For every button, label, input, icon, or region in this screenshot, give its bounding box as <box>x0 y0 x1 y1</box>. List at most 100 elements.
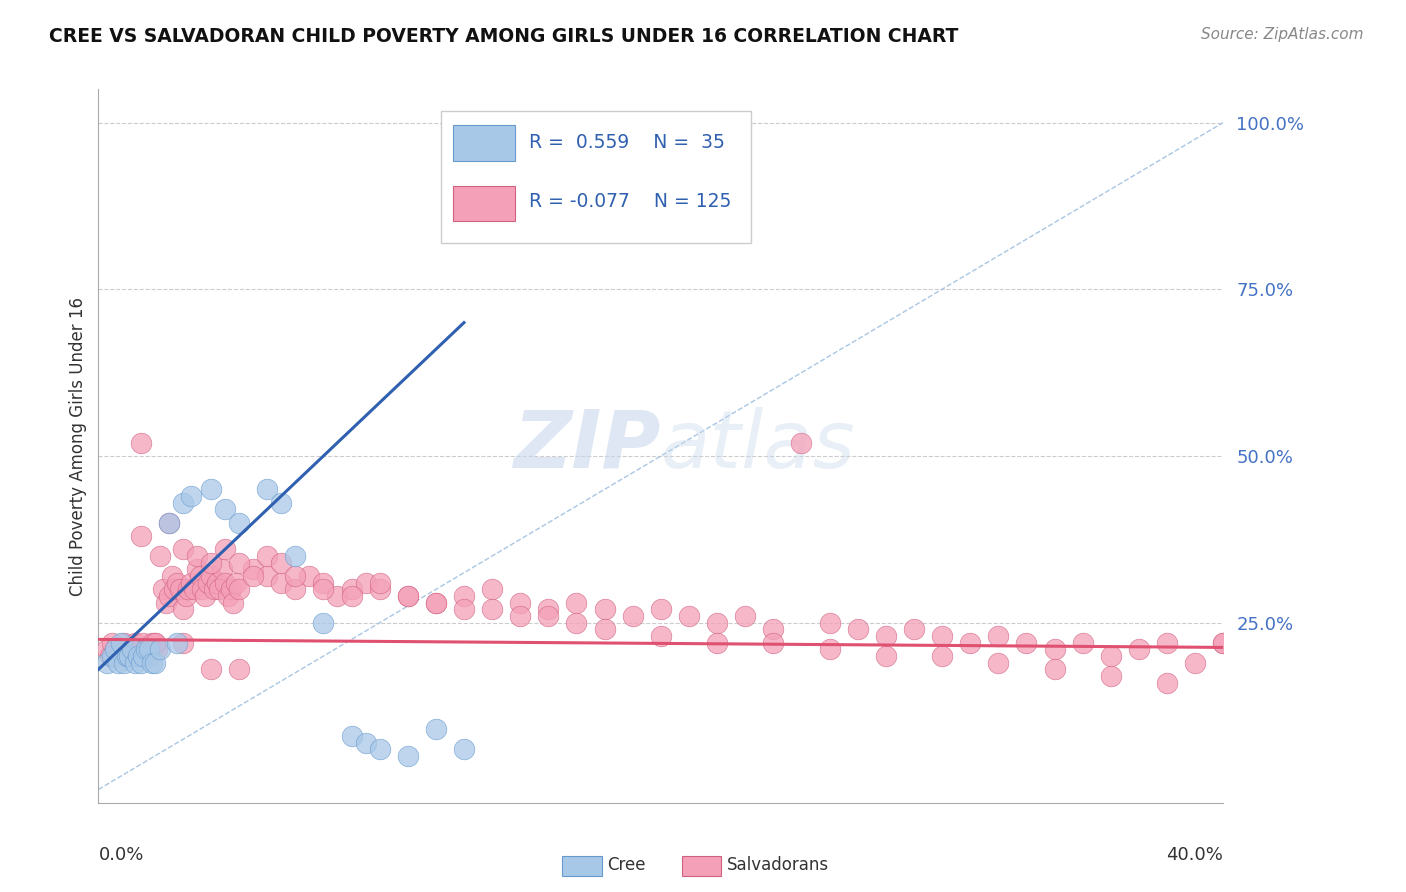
Point <box>172 496 194 510</box>
Point <box>121 642 143 657</box>
Point <box>509 596 531 610</box>
Point <box>214 502 236 516</box>
Point <box>135 642 157 657</box>
Point <box>931 649 953 664</box>
Point <box>149 549 172 563</box>
Point <box>200 662 222 676</box>
Point <box>425 596 447 610</box>
Point <box>101 636 124 650</box>
Point <box>124 636 146 650</box>
Point <box>112 656 135 670</box>
Point <box>155 596 177 610</box>
Point <box>537 609 560 624</box>
FancyBboxPatch shape <box>453 125 515 161</box>
Point <box>453 742 475 756</box>
Point <box>425 723 447 737</box>
Point <box>143 656 166 670</box>
Point <box>110 642 132 657</box>
Point <box>1212 636 1234 650</box>
Point <box>115 649 138 664</box>
Point <box>706 615 728 630</box>
Point <box>242 562 264 576</box>
Point <box>157 516 180 530</box>
Point <box>326 589 349 603</box>
Point <box>1099 669 1122 683</box>
Point <box>537 602 560 616</box>
Point <box>200 556 222 570</box>
FancyBboxPatch shape <box>453 186 515 221</box>
Point <box>875 629 897 643</box>
Point <box>593 602 616 616</box>
Text: 0.0%: 0.0% <box>98 846 143 863</box>
Point <box>124 656 146 670</box>
Text: CREE VS SALVADORAN CHILD POVERTY AMONG GIRLS UNDER 16 CORRELATION CHART: CREE VS SALVADORAN CHILD POVERTY AMONG G… <box>49 27 959 45</box>
Point <box>256 549 278 563</box>
Point <box>734 609 756 624</box>
Point <box>104 642 127 657</box>
Point <box>762 623 785 637</box>
Point <box>225 575 247 590</box>
Point <box>107 649 129 664</box>
Point <box>202 582 225 597</box>
Point <box>340 582 363 597</box>
Point <box>135 642 157 657</box>
Point <box>270 496 292 510</box>
Point <box>368 582 391 597</box>
Point <box>790 435 813 450</box>
Point <box>565 615 588 630</box>
Point <box>284 549 307 563</box>
Point <box>208 582 231 597</box>
Point <box>127 642 149 657</box>
Point <box>312 582 335 597</box>
Point <box>1128 642 1150 657</box>
Point <box>172 602 194 616</box>
Point <box>987 629 1010 643</box>
Point <box>214 542 236 557</box>
FancyBboxPatch shape <box>441 111 751 243</box>
Point <box>211 562 233 576</box>
Point <box>157 589 180 603</box>
Point <box>1156 636 1178 650</box>
Text: R =  0.559    N =  35: R = 0.559 N = 35 <box>529 133 725 152</box>
Point <box>177 582 200 597</box>
Point <box>143 636 166 650</box>
Point <box>678 609 700 624</box>
Point <box>228 556 250 570</box>
Y-axis label: Child Poverty Among Girls Under 16: Child Poverty Among Girls Under 16 <box>69 296 87 596</box>
Point <box>987 656 1010 670</box>
Point <box>138 649 160 664</box>
Point <box>141 636 163 650</box>
Point <box>200 569 222 583</box>
Point <box>107 656 129 670</box>
Point <box>217 589 239 603</box>
Point <box>149 642 172 657</box>
Point <box>481 602 503 616</box>
Point <box>112 636 135 650</box>
Point <box>169 582 191 597</box>
Point <box>98 649 121 664</box>
Point <box>214 575 236 590</box>
Point <box>818 615 841 630</box>
Point <box>284 582 307 597</box>
Point <box>96 642 118 657</box>
Point <box>138 642 160 657</box>
Point <box>174 589 197 603</box>
Point <box>166 575 188 590</box>
Point <box>270 556 292 570</box>
Point <box>141 656 163 670</box>
Point <box>1071 636 1094 650</box>
Point <box>846 623 869 637</box>
Point <box>959 636 981 650</box>
Text: 40.0%: 40.0% <box>1167 846 1223 863</box>
Point <box>132 649 155 664</box>
Point <box>256 569 278 583</box>
Point <box>509 609 531 624</box>
Point <box>132 636 155 650</box>
Point <box>205 575 228 590</box>
Point <box>183 582 205 597</box>
Point <box>127 649 149 664</box>
Point <box>186 549 208 563</box>
Point <box>340 589 363 603</box>
Point <box>354 736 377 750</box>
Point <box>101 649 124 664</box>
